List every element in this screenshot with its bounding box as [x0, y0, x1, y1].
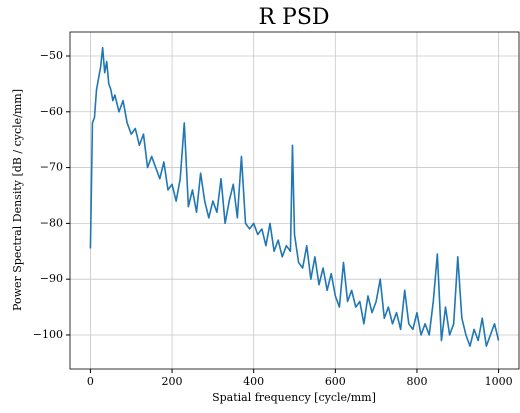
- y-tick-label: −60: [40, 105, 63, 118]
- y-tick-label: −100: [33, 328, 63, 341]
- y-tick-label: −70: [40, 161, 63, 174]
- y-tick-label: −80: [40, 216, 63, 229]
- y-tick-label: −50: [40, 49, 63, 62]
- chart-title: R PSD: [258, 5, 329, 30]
- x-tick-label: 200: [162, 375, 183, 388]
- data-line: [89, 46, 500, 347]
- x-axis-label: Spatial frequency [cycle/mm]: [212, 391, 376, 404]
- x-tick-label: 0: [87, 375, 94, 388]
- x-tick-label: 600: [325, 375, 346, 388]
- plot-frame: [69, 31, 520, 370]
- x-tick-label: 400: [243, 375, 264, 388]
- x-tick-label: 800: [406, 375, 427, 388]
- y-tick-label: −90: [40, 272, 63, 285]
- y-axis-label: Power Spectral Density [dB / cycle/mm]: [11, 89, 24, 311]
- x-tick-label: 1000: [485, 375, 513, 388]
